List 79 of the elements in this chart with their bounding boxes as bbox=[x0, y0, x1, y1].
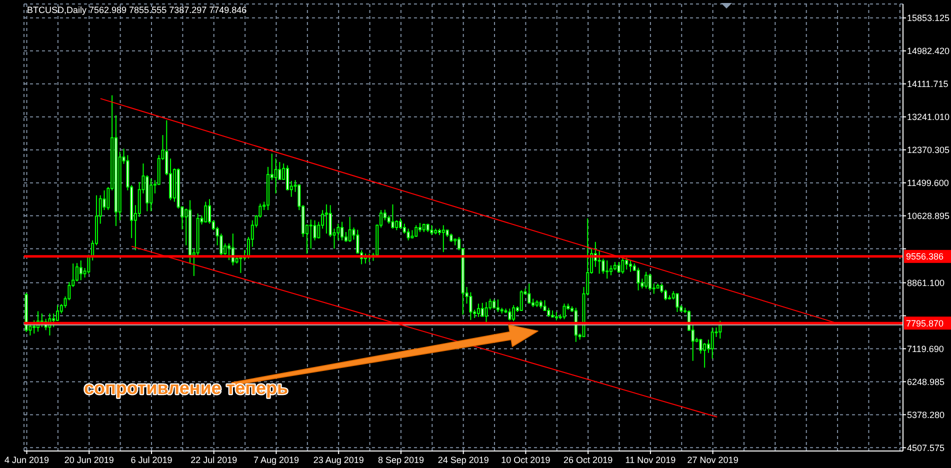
x-tick-label: 24 Sep 2019 bbox=[438, 455, 489, 465]
x-tick-label: 4 Jun 2019 bbox=[4, 455, 50, 465]
x-tick-label: 7 Aug 2019 bbox=[253, 455, 300, 465]
candlestick bbox=[418, 222, 422, 233]
y-tick-label: 14982.420 bbox=[907, 46, 950, 56]
candlestick bbox=[476, 303, 480, 318]
x-tick-label: 8 Sep 2019 bbox=[378, 455, 424, 465]
candlestick bbox=[547, 307, 550, 318]
y-tick-label: 11499.600 bbox=[907, 178, 949, 188]
candlestick bbox=[348, 216, 352, 242]
ref-line-label: 9556.386 bbox=[906, 252, 944, 262]
y-tick-label: 15853.125 bbox=[907, 13, 950, 24]
x-tick-label: 27 Nov 2019 bbox=[687, 455, 738, 465]
candlestick bbox=[699, 338, 702, 354]
candlestick bbox=[313, 220, 316, 241]
candlestick bbox=[204, 201, 208, 224]
x-tick-label: 26 Oct 2019 bbox=[564, 455, 613, 465]
candlestick bbox=[610, 264, 613, 276]
candlestick bbox=[625, 257, 628, 270]
candlestick bbox=[703, 342, 706, 368]
candlestick bbox=[391, 204, 394, 230]
y-tick-label: 12370.305 bbox=[907, 144, 950, 155]
y-tick-label: 5378.280 bbox=[907, 410, 945, 420]
candlestick bbox=[52, 312, 56, 328]
candlestick bbox=[150, 178, 153, 212]
x-tick-label: 20 Jun 2019 bbox=[64, 455, 114, 465]
candlestick bbox=[286, 164, 289, 191]
candlestick bbox=[621, 256, 624, 274]
candlestick bbox=[512, 304, 516, 322]
candlestick bbox=[520, 290, 523, 312]
candlestick bbox=[399, 218, 402, 230]
candlestick bbox=[309, 219, 312, 250]
candlestick bbox=[402, 223, 406, 234]
candlestick bbox=[228, 242, 231, 261]
candlestick bbox=[274, 158, 278, 194]
candlestick bbox=[648, 273, 652, 291]
y-tick-label: 4507.575 bbox=[907, 442, 945, 453]
candlestick bbox=[644, 271, 648, 289]
annotation: сопротивление теперь bbox=[84, 378, 288, 398]
y-tick-label: 14111.715 bbox=[907, 79, 948, 90]
ref-line-label: 7795.870 bbox=[906, 318, 944, 328]
candlestick bbox=[328, 204, 332, 238]
candlestick bbox=[442, 224, 445, 253]
candlestick bbox=[430, 224, 434, 236]
candlestick bbox=[79, 260, 82, 281]
candlestick bbox=[340, 221, 344, 241]
candlestick bbox=[508, 308, 512, 321]
x-tick-label: 23 Aug 2019 bbox=[313, 455, 364, 465]
candlestick bbox=[480, 302, 484, 318]
candlestick bbox=[598, 250, 601, 274]
candlestick bbox=[710, 327, 714, 360]
x-tick-label: 11 Nov 2019 bbox=[625, 455, 676, 465]
candlestick bbox=[40, 312, 44, 328]
candlestick bbox=[484, 302, 488, 324]
candlestick bbox=[636, 267, 640, 291]
y-tick-label: 10628.895 bbox=[907, 210, 950, 221]
x-tick-label: 6 Jul 2019 bbox=[130, 455, 172, 465]
y-tick-label: 13241.010 bbox=[907, 112, 950, 122]
candlestick bbox=[32, 320, 36, 334]
candlestick bbox=[496, 298, 500, 312]
candlestick bbox=[414, 224, 418, 238]
candlestick bbox=[406, 228, 410, 241]
candlestick bbox=[528, 283, 531, 304]
candlestick bbox=[617, 261, 620, 274]
candlestick bbox=[664, 289, 668, 301]
candlestick bbox=[629, 260, 632, 272]
x-tick-label: 22 Jul 2019 bbox=[190, 455, 238, 465]
y-tick-label: 6248.985 bbox=[907, 376, 945, 387]
candlestick bbox=[676, 292, 679, 312]
candlestick bbox=[75, 262, 78, 282]
chart-title: BTCUSD,Daily 7562.989 7855.555 7387.297 7749.846 bbox=[27, 5, 247, 15]
candlestick bbox=[56, 304, 59, 322]
candlestick bbox=[324, 204, 328, 234]
candlestick bbox=[562, 303, 566, 320]
x-tick-label: 10 Oct 2019 bbox=[501, 455, 550, 465]
candlestick bbox=[606, 260, 609, 280]
y-tick-label: 8861.100 bbox=[907, 278, 945, 288]
y-tick-label: 7119.690 bbox=[907, 344, 944, 354]
candlestick bbox=[395, 220, 398, 231]
